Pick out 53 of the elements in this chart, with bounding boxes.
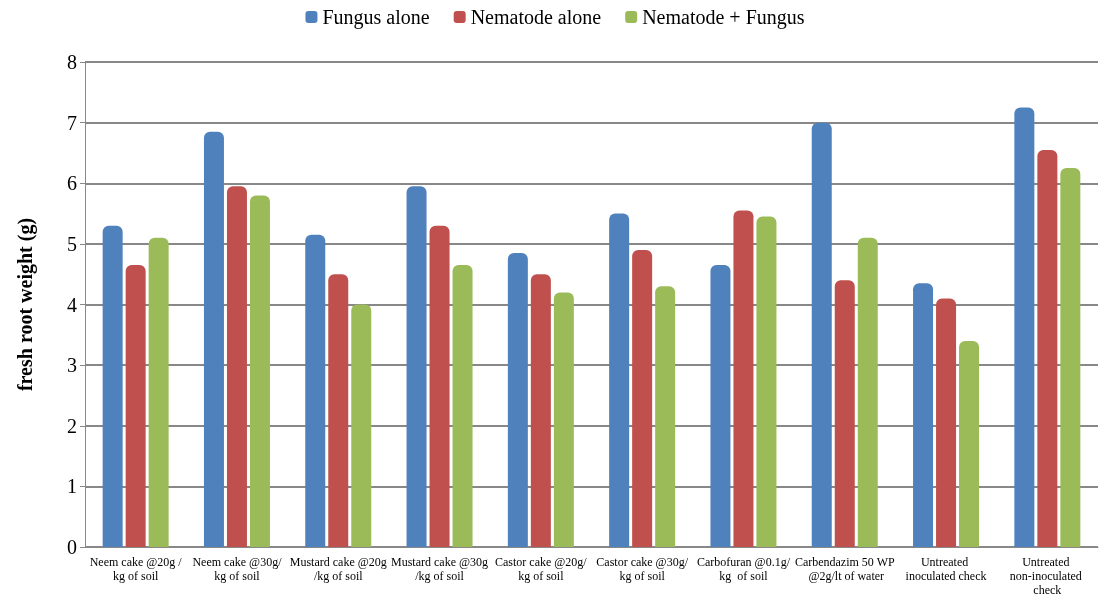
- x-tick-label: Castor cake @20g/kg of soil: [495, 555, 588, 583]
- y-tick-label: 2: [67, 414, 77, 437]
- y-tick-label: 1: [67, 475, 77, 498]
- bar: [609, 213, 630, 547]
- bar: [553, 292, 574, 547]
- bar: [913, 283, 934, 547]
- bar: [655, 286, 676, 547]
- bar: [351, 304, 372, 547]
- bar: [733, 210, 754, 547]
- x-tick-label: Carbendazim 50 WP @2g/lt of water: [794, 555, 895, 583]
- bar: [710, 265, 731, 547]
- y-tick-label: 4: [67, 293, 77, 316]
- bar: [756, 216, 777, 547]
- bar: [328, 274, 349, 547]
- x-tick-label: Neem cake @30g/kg of soil: [192, 555, 283, 583]
- y-tick-label: 5: [67, 232, 77, 255]
- x-tick-label: Castor cake @30g/kg of soil: [596, 555, 689, 583]
- bar: [1037, 149, 1058, 547]
- bar: [834, 280, 855, 547]
- legend-label: Fungus alone: [322, 6, 430, 29]
- bar: [632, 249, 653, 547]
- x-tick-label: Untreated non-inoculated check: [1009, 555, 1085, 597]
- bar: [125, 265, 146, 547]
- x-tick-label: Mustard cake @30g/kg of soil: [391, 555, 489, 583]
- bar: [936, 298, 957, 547]
- legend-label: Nematode + Fungus: [642, 6, 805, 29]
- bar: [249, 195, 270, 547]
- x-tick-label: Carbofuran @0.1g/kg of soil: [696, 555, 791, 583]
- y-tick-label: 7: [67, 111, 77, 134]
- y-tick-label: 0: [67, 536, 77, 558]
- legend-label: Nematode alone: [470, 6, 602, 28]
- y-tick-label: 3: [67, 354, 77, 377]
- bar: [452, 265, 473, 547]
- bar: [811, 122, 832, 547]
- bar: [857, 237, 878, 547]
- bar: [203, 131, 224, 547]
- bar: [226, 186, 247, 547]
- bar: [959, 340, 980, 547]
- y-tick-label: 6: [67, 172, 77, 195]
- bar: [1014, 107, 1035, 547]
- bar: [1060, 168, 1081, 547]
- x-tick-label: Untreated inoculated check: [905, 555, 987, 583]
- bar: [102, 225, 123, 547]
- bar: [530, 274, 551, 547]
- bar: [406, 186, 427, 547]
- bar: [305, 234, 326, 547]
- bar: [507, 252, 528, 547]
- x-tick-label: Mustard cake @20g/kg of soil: [289, 555, 387, 583]
- y-tick-label: 8: [67, 51, 77, 73]
- bar: [429, 225, 450, 547]
- y-axis-title: fresh root weight (g): [14, 217, 37, 392]
- x-tick-label: Neem cake @20g /kg of soil: [89, 555, 183, 583]
- bar: [148, 237, 169, 547]
